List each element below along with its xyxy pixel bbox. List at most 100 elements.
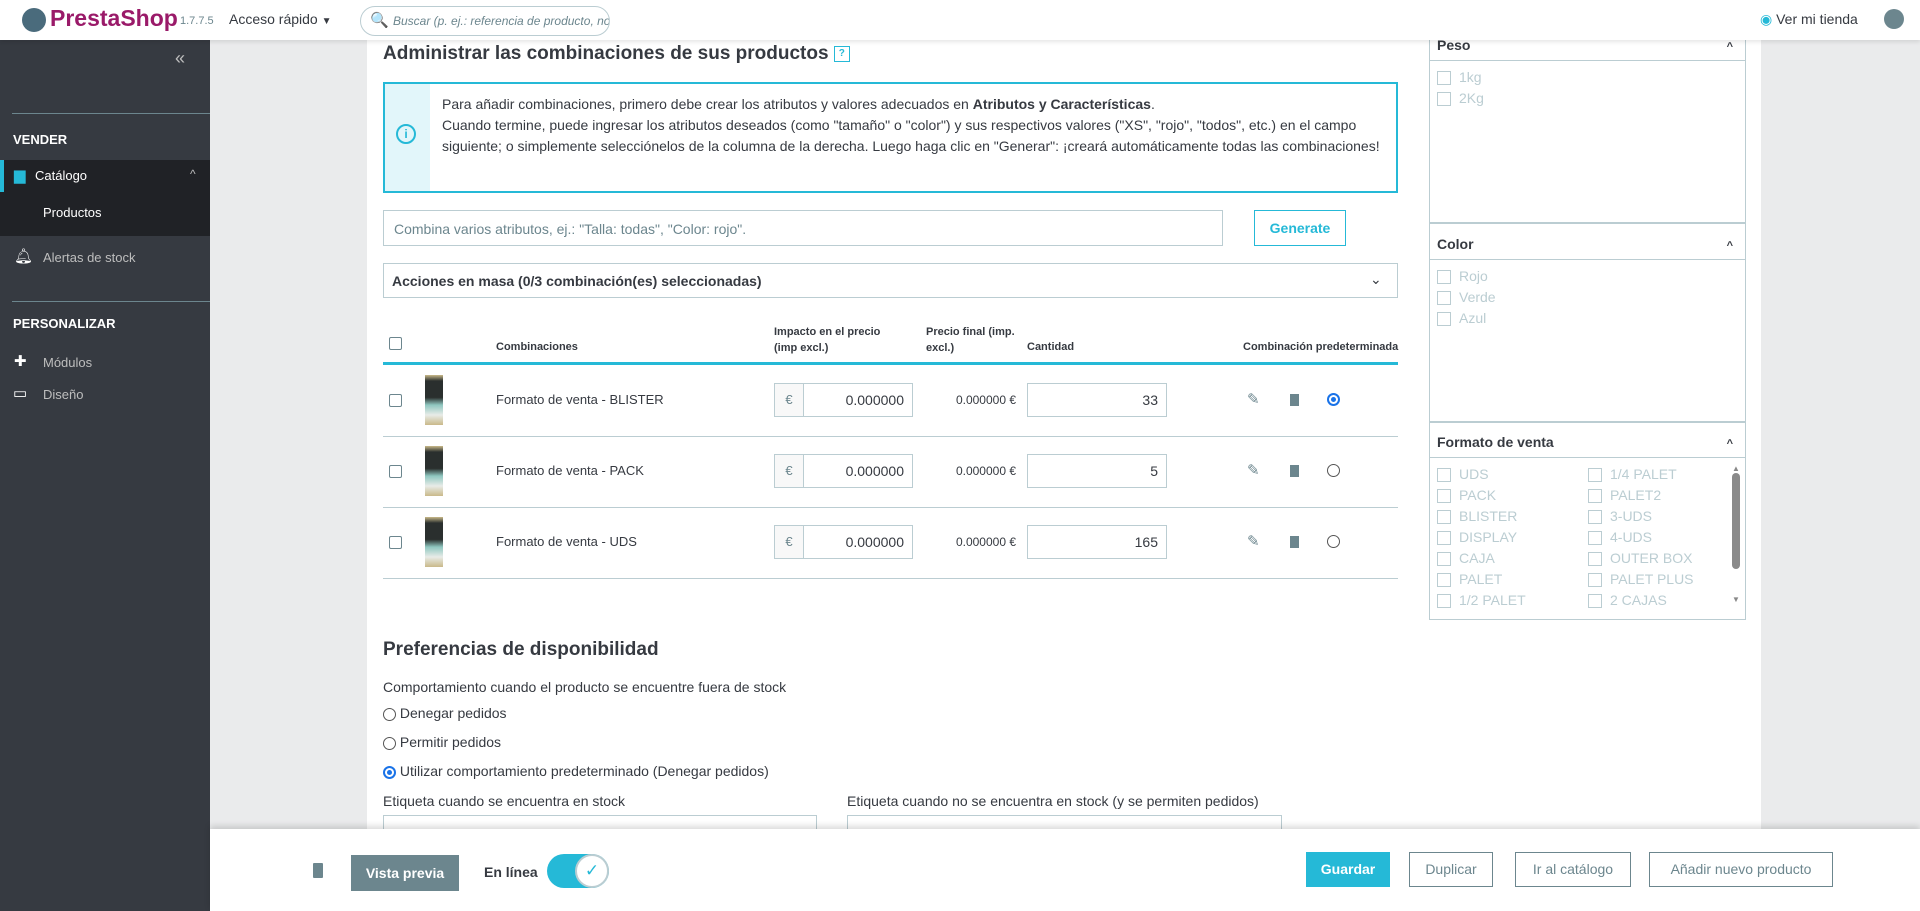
- edit-icon[interactable]: ✎: [1247, 462, 1260, 479]
- out-of-stock-label: Comportamiento cuando el producto se enc…: [383, 679, 787, 695]
- col-combinaciones: Combinaciones: [496, 341, 578, 353]
- attribute-option[interactable]: 2 CAJAS: [1588, 590, 1694, 611]
- attribute-option[interactable]: PACK: [1437, 485, 1526, 506]
- attribute-option[interactable]: 1kg: [1437, 67, 1484, 88]
- attribute-checkbox[interactable]: [1437, 531, 1451, 546]
- row-checkbox[interactable]: [389, 536, 402, 549]
- attribute-checkbox[interactable]: [1437, 594, 1451, 609]
- quantity-input[interactable]: 33: [1027, 383, 1167, 417]
- row-checkbox[interactable]: [389, 465, 402, 478]
- add-new-product-button[interactable]: Añadir nuevo producto: [1649, 852, 1833, 887]
- attribute-checkbox[interactable]: [1588, 489, 1602, 504]
- sidebar-item-productos[interactable]: Productos: [0, 192, 210, 236]
- sidebar-item-diseno[interactable]: ▭ Diseño: [0, 380, 210, 408]
- attribute-checkbox[interactable]: [1437, 71, 1451, 86]
- attribute-option[interactable]: 2Kg: [1437, 88, 1484, 109]
- avatar-icon[interactable]: [1884, 9, 1904, 29]
- attribute-option[interactable]: Verde: [1437, 287, 1496, 308]
- attribute-option[interactable]: 4-UDS: [1588, 527, 1694, 548]
- select-all-checkbox[interactable]: [389, 337, 402, 350]
- price-impact-value: 0.000000: [845, 392, 904, 408]
- radio-allow[interactable]: Permitir pedidos: [383, 734, 501, 750]
- attribute-checkbox[interactable]: [1437, 468, 1451, 483]
- sidebar-item-label: Alertas de stock: [43, 250, 136, 265]
- price-impact-input[interactable]: € 0.000000: [774, 454, 913, 488]
- attribute-group-header[interactable]: Formato de venta ^: [1429, 422, 1746, 458]
- sidebar-item-label: Catálogo: [35, 168, 88, 183]
- online-toggle[interactable]: ✓: [547, 854, 609, 888]
- attribute-checkbox[interactable]: [1437, 312, 1451, 327]
- preview-button[interactable]: Vista previa: [351, 855, 459, 891]
- header-underline: [383, 362, 1398, 365]
- price-impact-input[interactable]: € 0.000000: [774, 383, 913, 417]
- delete-icon[interactable]: [1290, 536, 1299, 548]
- attribute-checkbox[interactable]: [1437, 573, 1451, 588]
- attribute-option[interactable]: 3-UDS: [1588, 506, 1694, 527]
- row-checkbox[interactable]: [389, 394, 402, 407]
- attribute-option[interactable]: PALET: [1437, 569, 1526, 590]
- attribute-checkbox[interactable]: [1588, 594, 1602, 609]
- delete-icon[interactable]: [313, 863, 323, 878]
- combination-input[interactable]: Combina varios atributos, ej.: "Talla: t…: [383, 210, 1223, 246]
- attribute-checkbox[interactable]: [1437, 92, 1451, 107]
- logo-text[interactable]: PrestaShop: [50, 5, 178, 31]
- save-button[interactable]: Guardar: [1306, 852, 1390, 887]
- attribute-option[interactable]: PALET2: [1588, 485, 1694, 506]
- combination-name: Formato de venta - PACK: [496, 463, 644, 478]
- attribute-label: OUTER BOX: [1610, 550, 1693, 566]
- attribute-checkbox[interactable]: [1437, 291, 1451, 306]
- default-combination-radio[interactable]: [1327, 393, 1340, 406]
- price-impact-input[interactable]: € 0.000000: [774, 525, 913, 559]
- help-icon[interactable]: ?: [833, 45, 850, 62]
- search-placeholder: Buscar (p. ej.: referencia de producto, …: [393, 14, 610, 28]
- quantity-input[interactable]: 165: [1027, 525, 1167, 559]
- attribute-option[interactable]: 1/4 PALET: [1588, 464, 1694, 485]
- delete-icon[interactable]: [1290, 394, 1299, 406]
- attribute-option[interactable]: OUTER BOX: [1588, 548, 1694, 569]
- radio-icon[interactable]: [383, 736, 396, 750]
- attribute-option[interactable]: CAJA: [1437, 548, 1526, 569]
- sidebar-item-alertas[interactable]: 🔔︎ Alertas de stock: [0, 243, 210, 271]
- radio-icon[interactable]: [383, 707, 396, 721]
- bulk-actions-toggle[interactable]: Acciones en masa (0/3 combinación(es) se…: [383, 263, 1398, 298]
- attribute-checkbox[interactable]: [1588, 468, 1602, 483]
- collapse-icon[interactable]: «: [175, 48, 186, 68]
- quantity-input[interactable]: 5: [1027, 454, 1167, 488]
- search-input[interactable]: 🔍 Buscar (p. ej.: referencia de producto…: [360, 6, 610, 36]
- attribute-checkbox[interactable]: [1437, 489, 1451, 504]
- attribute-checkbox[interactable]: [1588, 573, 1602, 588]
- default-combination-radio[interactable]: [1327, 535, 1340, 548]
- default-combination-radio[interactable]: [1327, 464, 1340, 477]
- attribute-option[interactable]: PALET PLUS: [1588, 569, 1694, 590]
- scrollbar-thumb[interactable]: [1732, 473, 1740, 569]
- duplicate-button[interactable]: Duplicar: [1409, 852, 1493, 887]
- attribute-checkbox[interactable]: [1588, 552, 1602, 567]
- radio-deny[interactable]: Denegar pedidos: [383, 705, 507, 721]
- delete-icon[interactable]: [1290, 465, 1299, 477]
- attribute-option[interactable]: UDS: [1437, 464, 1526, 485]
- attribute-group-header[interactable]: Color ^: [1429, 223, 1746, 260]
- attribute-checkbox[interactable]: [1437, 552, 1451, 567]
- attributes-link[interactable]: Atributos y Características: [972, 96, 1151, 112]
- view-store-link[interactable]: ◉ Ver mi tienda: [1760, 11, 1858, 28]
- attribute-option[interactable]: DISPLAY: [1437, 527, 1526, 548]
- attribute-checkbox[interactable]: [1437, 270, 1451, 285]
- go-to-catalog-button[interactable]: Ir al catálogo: [1515, 852, 1631, 887]
- attribute-option[interactable]: BLISTER: [1437, 506, 1526, 527]
- sidebar-item-catalogo[interactable]: ▆ Catálogo ^: [0, 160, 210, 192]
- edit-icon[interactable]: ✎: [1247, 391, 1260, 408]
- attribute-option[interactable]: Azul: [1437, 308, 1496, 329]
- scrollbar[interactable]: ▲ ▼: [1732, 464, 1740, 604]
- attribute-checkbox[interactable]: [1588, 510, 1602, 525]
- quick-access-dropdown[interactable]: Acceso rápido ▼: [229, 11, 332, 27]
- sidebar-item-modulos[interactable]: ✚ Módulos: [0, 348, 210, 376]
- chevron-up-icon: ^: [1726, 438, 1733, 450]
- attribute-option[interactable]: 1/2 PALET: [1437, 590, 1526, 611]
- attribute-checkbox[interactable]: [1437, 510, 1451, 525]
- edit-icon[interactable]: ✎: [1247, 533, 1260, 550]
- generate-button[interactable]: Generate: [1254, 210, 1346, 246]
- attribute-option[interactable]: Rojo: [1437, 266, 1496, 287]
- radio-default[interactable]: Utilizar comportamiento predeterminado (…: [383, 763, 769, 779]
- radio-icon[interactable]: [383, 765, 396, 779]
- attribute-checkbox[interactable]: [1588, 531, 1602, 546]
